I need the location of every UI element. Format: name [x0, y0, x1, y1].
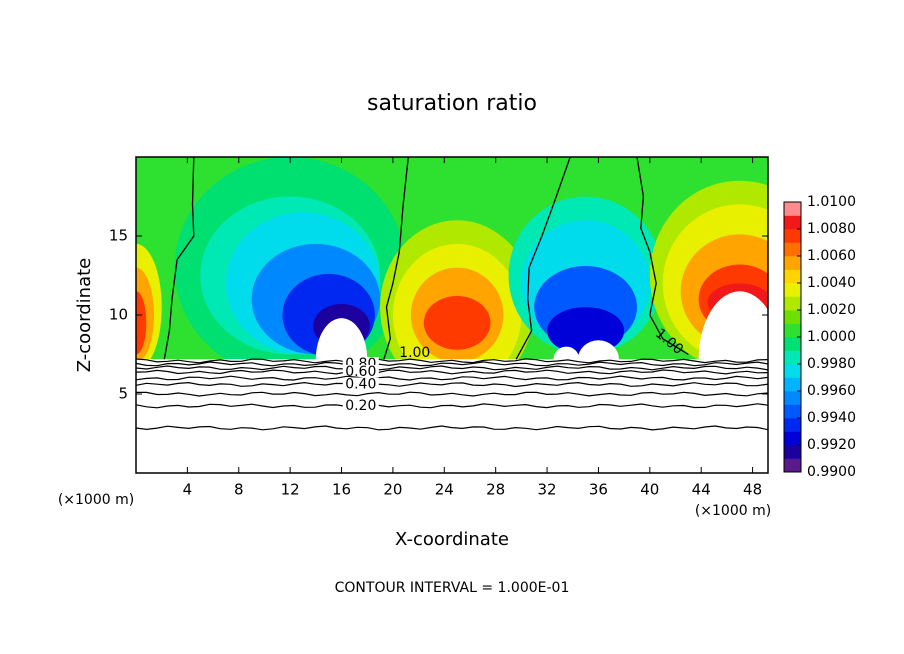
- colorbar-band: [784, 283, 801, 297]
- x-tick-label: 24: [435, 481, 454, 499]
- x-tick-label: 16: [332, 481, 351, 499]
- contour-line: [136, 391, 768, 397]
- x-unit-label: (×1000 m): [695, 503, 771, 519]
- contour-line: [136, 358, 768, 364]
- colorbar-band: [784, 229, 801, 243]
- contour-line: [383, 157, 409, 360]
- colorbar-band: [784, 269, 801, 284]
- x-tick-label: 32: [538, 481, 557, 499]
- x-tick-label: 12: [281, 481, 300, 499]
- contour-label-bg: [342, 377, 379, 392]
- contour-line: [515, 157, 571, 360]
- contour-field: 1.00 1.000.800.600.400.20: [136, 157, 768, 473]
- x-tick-label: 4: [183, 481, 193, 499]
- colorbar-band: [784, 296, 801, 311]
- colorbar-band: [784, 202, 801, 216]
- x-unit-label: (×1000 m): [58, 492, 134, 508]
- contour-label: 0.20: [345, 398, 376, 414]
- colorbar-tick-label: 1.0100: [807, 194, 856, 210]
- colorbar-band: [784, 418, 801, 432]
- x-tick-label: 28: [486, 481, 505, 499]
- colorbar-band: [784, 431, 801, 446]
- contour-line: [136, 375, 768, 381]
- contour-line: [636, 157, 689, 356]
- x-tick-label: 8: [234, 481, 244, 499]
- colorbar-tick-label: 0.9920: [807, 437, 856, 453]
- colorbar-band: [784, 323, 801, 338]
- y-tick-label: 5: [118, 385, 128, 403]
- x-tick-label: 36: [589, 481, 608, 499]
- y-tick-label: 15: [109, 227, 128, 245]
- field-region: [136, 291, 147, 355]
- colorbar-tick-label: 1.0060: [807, 248, 856, 264]
- y-axis-label: Z-coordinate: [74, 258, 95, 373]
- chart-title: saturation ratio: [367, 91, 537, 116]
- field-blank: [698, 291, 768, 428]
- colorbar-band: [784, 377, 801, 392]
- contour-label-bg: [342, 364, 379, 379]
- x-tick-label: 44: [692, 481, 711, 499]
- contour-line: [136, 369, 768, 375]
- footer-note: CONTOUR INTERVAL = 1.000E-01: [335, 580, 570, 596]
- contour-line: [136, 425, 768, 431]
- field-region: [423, 296, 491, 350]
- colorbar-band: [784, 256, 801, 270]
- colorbar-tick-label: 0.9960: [807, 383, 856, 399]
- colorbar-band: [784, 391, 801, 405]
- colorbar-tick-label: 0.9900: [807, 464, 856, 480]
- colorbar-tick-label: 0.9980: [807, 356, 856, 372]
- colorbar-band: [784, 242, 801, 257]
- contour-label: 0.60: [345, 364, 376, 380]
- x-tick-label: 48: [743, 481, 762, 499]
- colorbar-band: [784, 445, 801, 459]
- colorbar-tick-label: 1.0000: [807, 329, 856, 345]
- colorbar-band: [784, 350, 801, 365]
- colorbar-tick-label: 1.0040: [807, 275, 856, 291]
- colorbar-tick-label: 1.0020: [807, 302, 856, 318]
- contour-line: [136, 361, 768, 367]
- contour-line: [136, 403, 768, 409]
- x-tick-label: 40: [640, 481, 659, 499]
- colorbar-band: [784, 458, 801, 473]
- y-tick-label: 10: [109, 306, 128, 324]
- colorbar-tick-label: 0.9940: [807, 410, 856, 426]
- colorbar-tick-label: 1.0080: [807, 221, 856, 237]
- field-blank: [553, 346, 580, 372]
- colorbar-band: [784, 215, 801, 230]
- contour-label-bg: [342, 398, 379, 413]
- x-tick-label: 20: [383, 481, 402, 499]
- colorbar-band: [784, 337, 801, 351]
- colorbar-band: [784, 404, 801, 419]
- contour-line: [163, 157, 195, 360]
- colorbar-band: [784, 310, 801, 324]
- contour-label: 0.40: [345, 377, 376, 393]
- contour-line: [136, 381, 768, 388]
- contour-line: [136, 365, 768, 371]
- x-axis-label: X-coordinate: [395, 529, 509, 550]
- colorbar-band: [784, 364, 801, 378]
- contour-label: 1.00: [399, 345, 430, 361]
